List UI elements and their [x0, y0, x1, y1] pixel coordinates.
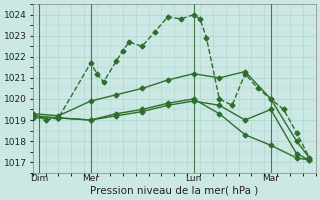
X-axis label: Pression niveau de la mer( hPa ): Pression niveau de la mer( hPa ): [90, 186, 259, 196]
